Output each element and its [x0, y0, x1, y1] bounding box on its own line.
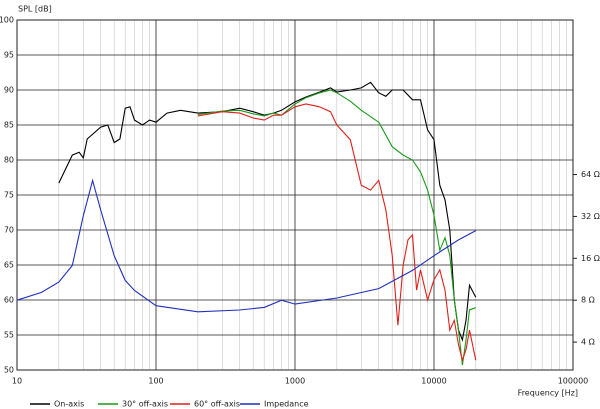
legend-label: 60° off-axis	[194, 400, 240, 409]
y-tick-label: 55	[4, 331, 14, 340]
x-tick-label: 10000	[421, 377, 446, 386]
series-line	[58, 81, 477, 342]
y-tick-label: 100	[0, 16, 14, 25]
series-line	[197, 89, 476, 366]
y-tick-label: 90	[4, 86, 14, 95]
y-tick-label: 70	[4, 226, 14, 235]
y2-tick-label: 64 Ω	[581, 170, 600, 179]
x-tick-label: 10	[12, 377, 22, 386]
y2-tick-label: 16 Ω	[581, 254, 600, 263]
y2-tick-label: 4 Ω	[581, 338, 595, 347]
legend-label: 30° off-axis	[122, 400, 168, 409]
x-tick-label: 100	[148, 377, 163, 386]
legend-label: Impedance	[264, 400, 309, 409]
x-tick-label: 1000	[285, 377, 305, 386]
y-axis-label: SPL [dB]	[18, 5, 52, 14]
y-tick-label: 75	[4, 191, 14, 200]
y2-tick-label: 8 Ω	[581, 296, 595, 305]
series-line	[197, 103, 477, 363]
y2-tick-label: 32 Ω	[581, 212, 600, 221]
x-tick-label: 100000	[558, 377, 589, 386]
y-tick-label: 60	[4, 296, 14, 305]
x-axis-label: Frequency [Hz]	[518, 389, 578, 398]
y-tick-label: 85	[4, 121, 14, 130]
series-line	[16, 178, 477, 313]
y-tick-label: 65	[4, 261, 14, 270]
y-tick-label: 50	[4, 366, 14, 375]
legend-label: On-axis	[54, 400, 84, 409]
y-tick-label: 95	[4, 51, 14, 60]
y-tick-label: 80	[4, 156, 14, 165]
